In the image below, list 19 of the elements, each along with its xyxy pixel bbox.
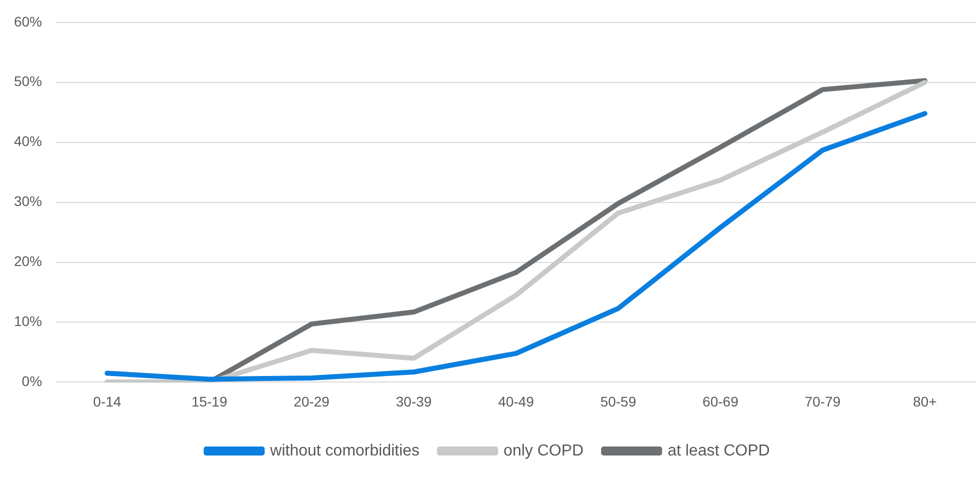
x-tick-label: 30-39 — [396, 393, 432, 410]
y-tick-label: 60% — [14, 13, 42, 30]
x-tick-label: 20-29 — [294, 393, 330, 410]
y-tick-label: 50% — [14, 73, 42, 90]
x-tick-label: 80+ — [913, 393, 937, 410]
y-tick-label: 40% — [14, 133, 42, 150]
y-tick-label: 10% — [14, 313, 42, 330]
y-tick-label: 0% — [22, 373, 42, 390]
legend-label: at least COPD — [668, 442, 770, 460]
y-tick-label: 20% — [14, 253, 42, 270]
y-tick-label: 30% — [14, 193, 42, 210]
x-tick-label: 60-69 — [702, 393, 739, 410]
legend-label: without comorbidities — [269, 442, 420, 460]
x-tick-label: 50-59 — [600, 393, 636, 410]
x-tick-label: 0-14 — [93, 393, 122, 410]
x-tick-label: 40-49 — [498, 393, 534, 410]
x-tick-label: 70-79 — [804, 393, 841, 410]
legend-label: only COPD — [504, 442, 584, 460]
x-tick-label: 15-19 — [191, 393, 228, 410]
